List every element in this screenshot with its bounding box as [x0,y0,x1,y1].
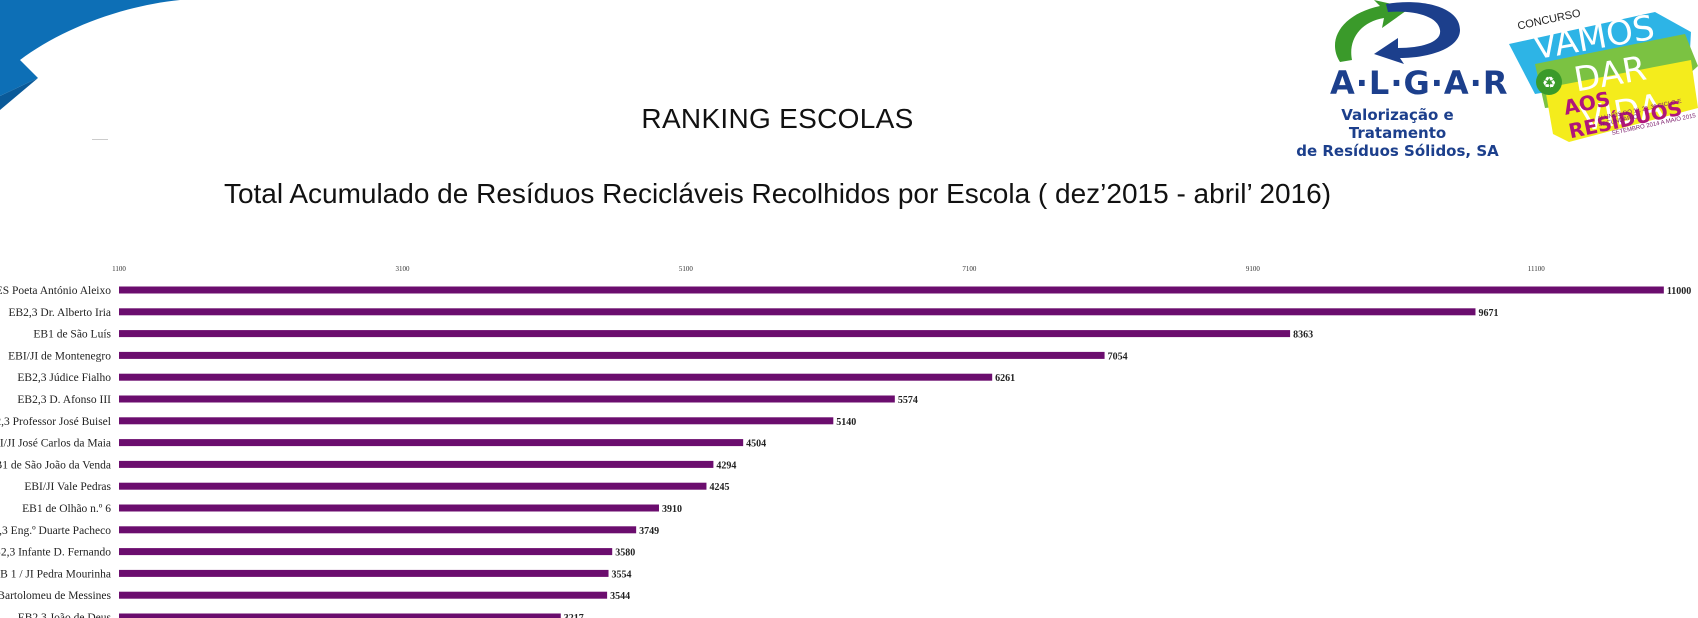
value-label: 3580 [615,548,635,559]
x-tick-label: 9100 [1246,265,1261,273]
value-label: 8363 [1293,330,1313,341]
algar-tagline-line2: de Resíduos Sólidos, SA [1296,142,1499,160]
data-bar [119,395,895,403]
category-label: EB2,3 João de Deus [18,612,112,618]
category-label: EB1 de São João da Venda [0,459,111,471]
data-bar [119,613,561,618]
data-bar [119,504,659,512]
x-tick-label: 3100 [395,265,410,273]
value-label: 7054 [1108,351,1128,362]
value-label: 11000 [1667,286,1691,297]
data-bar [119,591,608,599]
category-label: ES Poeta António Aleixo [0,285,111,297]
category-label: EB2,3 Professor José Buisel [0,416,111,428]
x-tick-label: 7100 [962,265,977,273]
category-label: EBI/JI de Montenegro [8,350,111,362]
data-bar [119,308,1476,316]
x-tick-label: 5100 [679,265,694,273]
svg-text:♻: ♻ [1542,73,1556,92]
value-label: 5140 [836,417,856,428]
value-label: 9671 [1478,308,1498,319]
data-bar [119,286,1664,294]
recycle-arrows-icon [1334,0,1460,65]
category-label: EB I/JI José Carlos da Maia [0,438,111,450]
algar-tagline: Valorização e Tratamento de Resíduos Sól… [1290,106,1505,160]
data-bar [119,330,1291,338]
category-label: EB2,3 Infante D. Fernando [0,547,111,559]
data-bar [119,482,707,490]
category-label: EB1 de São Luís [33,329,111,341]
category-label: São Bartolomeu de Messines [0,590,112,602]
category-label: EB2,3 D. Afonso III [17,394,111,406]
value-label: 4245 [709,482,729,493]
value-label: 3749 [639,526,659,537]
value-label: 3554 [612,569,632,580]
corner-swoosh-graphic [0,0,180,140]
data-bar [119,460,714,468]
x-tick-label: 11100 [1528,265,1545,273]
category-label: EB2,3 Júdice Fialho [17,372,111,384]
chart-subtitle: Total Acumulado de Resíduos Recicláveis … [223,178,1332,209]
data-bar [119,439,744,447]
x-tick-label: 1100 [112,265,126,273]
data-bar [119,373,993,381]
contest-badge-background: ♻ [1509,12,1698,142]
value-label: 3544 [610,591,630,602]
category-label: EBI/JI Vale Pedras [24,481,111,493]
value-label: 6261 [995,373,1015,384]
data-bar [119,351,1105,359]
data-bar [119,526,637,534]
value-label: 5574 [898,395,918,406]
category-label: EB1 de Olhão n.º 6 [22,503,111,515]
value-label: 4504 [746,439,766,450]
category-label: EB2,3 Dr. Alberto Iria [8,307,111,319]
data-bar [119,569,609,577]
category-label: EB2,3 Eng.º Duarte Pacheco [0,525,111,537]
algar-logo: A·L·G·A·R Valorização e Tratamento de Re… [1290,0,1507,160]
category-label: ola EB 1 / JI Pedra Mourinha [0,568,111,580]
value-label: 4294 [716,460,736,471]
value-label: 3217 [564,613,584,618]
contest-badge-logo: ♻ CONCURSO VAMOS DAR VIDA AOS RESÍDUOS A… [1505,4,1698,143]
value-label: 3910 [662,504,682,515]
data-bar [119,417,834,425]
data-bar [119,548,613,556]
page-title: RANKING ESCOLAS [641,103,914,134]
algar-tagline-line1: Valorização e Tratamento [1341,106,1454,142]
